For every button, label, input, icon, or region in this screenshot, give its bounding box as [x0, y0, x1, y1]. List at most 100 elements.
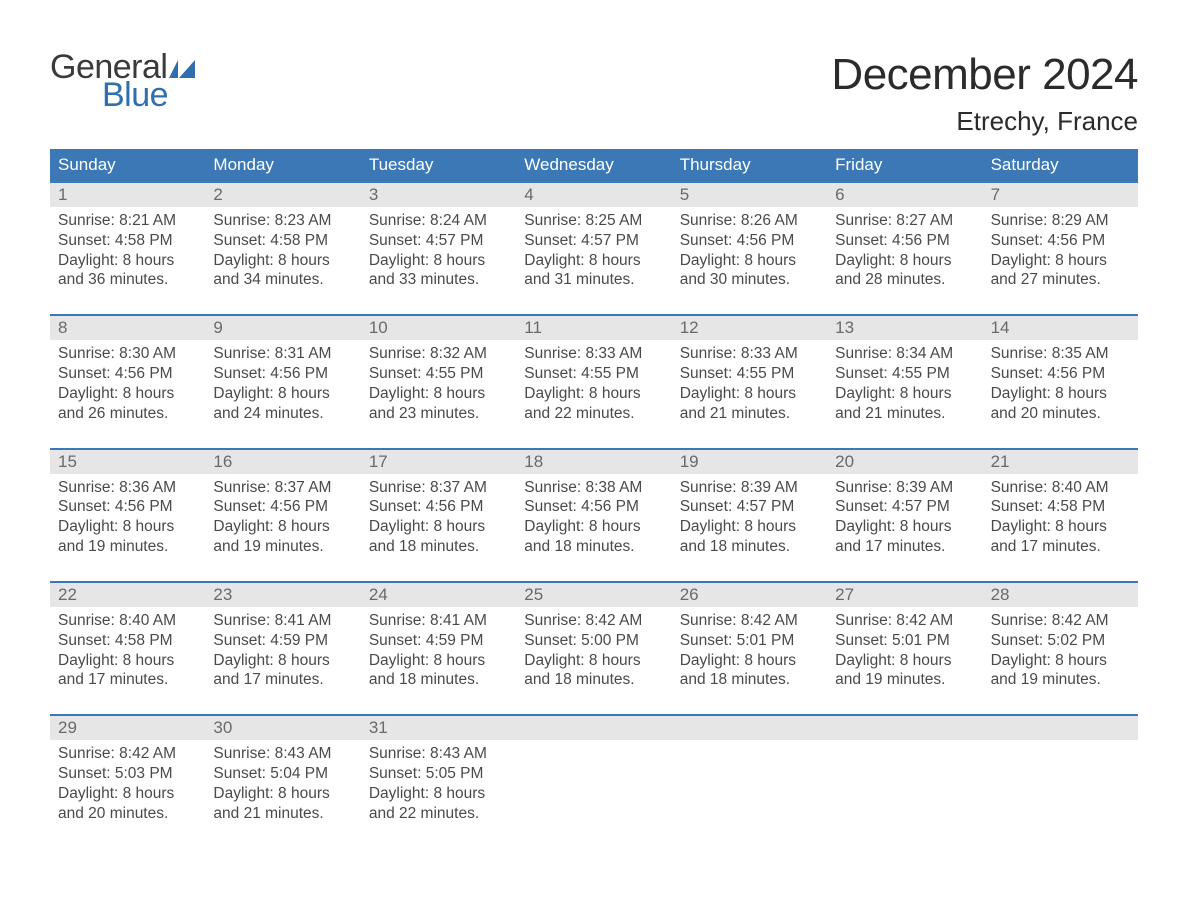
day-header: Sunday: [50, 149, 205, 181]
day-body: Sunrise: 8:33 AMSunset: 4:55 PMDaylight:…: [516, 340, 671, 423]
day-sunset: Sunset: 4:56 PM: [835, 231, 974, 251]
day-sunrise: Sunrise: 8:37 AM: [369, 478, 508, 498]
day-cell: 17Sunrise: 8:37 AMSunset: 4:56 PMDayligh…: [361, 450, 516, 563]
day-cell: 1 Sunrise: 8:21 AMSunset: 4:58 PMDaylight…: [50, 183, 205, 296]
day-body: Sunrise: 8:43 AMSunset: 5:05 PMDaylight:…: [361, 740, 516, 823]
day-number: 6: [827, 183, 982, 207]
day-sunrise: Sunrise: 8:41 AM: [369, 611, 508, 631]
day-cell: 9Sunrise: 8:31 AMSunset: 4:56 PMDaylight…: [205, 316, 360, 429]
day-body: Sunrise: 8:40 AMSunset: 4:58 PMDaylight:…: [983, 474, 1138, 557]
title-block: December 2024 Etrechy, France: [831, 50, 1138, 137]
day-sunset: Sunset: 4:59 PM: [369, 631, 508, 651]
day-body: Sunrise: 8:25 AMSunset: 4:57 PMDaylight:…: [516, 207, 671, 290]
day-dl2: and 22 minutes.: [369, 804, 508, 824]
day-sunrise: Sunrise: 8:34 AM: [835, 344, 974, 364]
day-dl1: Daylight: 8 hours: [680, 517, 819, 537]
day-body: Sunrise: 8:31 AMSunset: 4:56 PMDaylight:…: [205, 340, 360, 423]
day-cell: 25Sunrise: 8:42 AMSunset: 5:00 PMDayligh…: [516, 583, 671, 696]
day-sunrise: Sunrise: 8:40 AM: [991, 478, 1130, 498]
day-body: Sunrise: 8:35 AMSunset: 4:56 PMDaylight:…: [983, 340, 1138, 423]
day-dl1: Daylight: 8 hours: [680, 251, 819, 271]
day-dl1: Daylight: 8 hours: [991, 651, 1130, 671]
day-sunset: Sunset: 4:55 PM: [680, 364, 819, 384]
day-dl1: Daylight: 8 hours: [58, 517, 197, 537]
day-cell: 22Sunrise: 8:40 AMSunset: 4:58 PMDayligh…: [50, 583, 205, 696]
day-number: 19: [672, 450, 827, 474]
day-dl2: and 19 minutes.: [58, 537, 197, 557]
day-sunset: Sunset: 5:01 PM: [680, 631, 819, 651]
day-number: [983, 716, 1138, 740]
day-number: 16: [205, 450, 360, 474]
day-body: Sunrise: 8:27 AMSunset: 4:56 PMDaylight:…: [827, 207, 982, 290]
day-body: Sunrise: 8:42 AMSunset: 5:01 PMDaylight:…: [827, 607, 982, 690]
day-number: 30: [205, 716, 360, 740]
day-body: Sunrise: 8:38 AMSunset: 4:56 PMDaylight:…: [516, 474, 671, 557]
day-cell: 19Sunrise: 8:39 AMSunset: 4:57 PMDayligh…: [672, 450, 827, 563]
day-sunset: Sunset: 4:56 PM: [680, 231, 819, 251]
day-header: Thursday: [672, 149, 827, 181]
day-number: 18: [516, 450, 671, 474]
day-sunrise: Sunrise: 8:40 AM: [58, 611, 197, 631]
day-sunrise: Sunrise: 8:42 AM: [58, 744, 197, 764]
day-number: 10: [361, 316, 516, 340]
day-cell: 11Sunrise: 8:33 AMSunset: 4:55 PMDayligh…: [516, 316, 671, 429]
day-dl1: Daylight: 8 hours: [58, 384, 197, 404]
day-number: 3: [361, 183, 516, 207]
day-dl1: Daylight: 8 hours: [835, 651, 974, 671]
day-dl1: Daylight: 8 hours: [58, 251, 197, 271]
day-sunrise: Sunrise: 8:41 AM: [213, 611, 352, 631]
day-sunrise: Sunrise: 8:24 AM: [369, 211, 508, 231]
day-sunrise: Sunrise: 8:38 AM: [524, 478, 663, 498]
day-sunrise: Sunrise: 8:33 AM: [524, 344, 663, 364]
day-sunset: Sunset: 4:57 PM: [369, 231, 508, 251]
day-cell: 4Sunrise: 8:25 AMSunset: 4:57 PMDaylight…: [516, 183, 671, 296]
day-header: Monday: [205, 149, 360, 181]
day-cell: 31Sunrise: 8:43 AMSunset: 5:05 PMDayligh…: [361, 716, 516, 829]
day-number: 26: [672, 583, 827, 607]
day-cell: 24Sunrise: 8:41 AMSunset: 4:59 PMDayligh…: [361, 583, 516, 696]
day-header: Tuesday: [361, 149, 516, 181]
day-dl2: and 17 minutes.: [835, 537, 974, 557]
day-sunrise: Sunrise: 8:29 AM: [991, 211, 1130, 231]
day-sunset: Sunset: 4:58 PM: [58, 231, 197, 251]
day-body: Sunrise: 8:43 AMSunset: 5:04 PMDaylight:…: [205, 740, 360, 823]
day-body: Sunrise: 8:36 AMSunset: 4:56 PMDaylight:…: [50, 474, 205, 557]
day-body: Sunrise: 8:26 AMSunset: 4:56 PMDaylight:…: [672, 207, 827, 290]
day-number: 22: [50, 583, 205, 607]
day-sunrise: Sunrise: 8:36 AM: [58, 478, 197, 498]
day-sunset: Sunset: 4:58 PM: [991, 497, 1130, 517]
day-sunset: Sunset: 4:56 PM: [991, 364, 1130, 384]
day-number: 5: [672, 183, 827, 207]
day-sunrise: Sunrise: 8:21 AM: [58, 211, 197, 231]
day-dl2: and 17 minutes.: [213, 670, 352, 690]
day-body: Sunrise: 8:23 AMSunset: 4:58 PMDaylight:…: [205, 207, 360, 290]
day-number: 12: [672, 316, 827, 340]
day-dl2: and 17 minutes.: [991, 537, 1130, 557]
day-header: Wednesday: [516, 149, 671, 181]
day-number: [516, 716, 671, 740]
day-dl1: Daylight: 8 hours: [369, 251, 508, 271]
day-header-row: SundayMondayTuesdayWednesdayThursdayFrid…: [50, 149, 1138, 181]
day-number: 7: [983, 183, 1138, 207]
day-body: Sunrise: 8:41 AMSunset: 4:59 PMDaylight:…: [205, 607, 360, 690]
day-dl2: and 19 minutes.: [835, 670, 974, 690]
day-body: Sunrise: 8:24 AMSunset: 4:57 PMDaylight:…: [361, 207, 516, 290]
day-body: Sunrise: 8:39 AMSunset: 4:57 PMDaylight:…: [827, 474, 982, 557]
day-number: 31: [361, 716, 516, 740]
day-number: 1: [50, 183, 205, 207]
day-dl1: Daylight: 8 hours: [524, 251, 663, 271]
day-number: 21: [983, 450, 1138, 474]
day-dl2: and 30 minutes.: [680, 270, 819, 290]
day-cell: 26Sunrise: 8:42 AMSunset: 5:01 PMDayligh…: [672, 583, 827, 696]
day-cell: 18Sunrise: 8:38 AMSunset: 4:56 PMDayligh…: [516, 450, 671, 563]
day-dl1: Daylight: 8 hours: [213, 384, 352, 404]
day-sunset: Sunset: 5:01 PM: [835, 631, 974, 651]
day-sunrise: Sunrise: 8:42 AM: [524, 611, 663, 631]
day-sunset: Sunset: 5:02 PM: [991, 631, 1130, 651]
day-sunset: Sunset: 4:59 PM: [213, 631, 352, 651]
day-sunrise: Sunrise: 8:27 AM: [835, 211, 974, 231]
day-sunrise: Sunrise: 8:42 AM: [991, 611, 1130, 631]
day-dl2: and 18 minutes.: [369, 537, 508, 557]
day-number: 28: [983, 583, 1138, 607]
day-body: Sunrise: 8:37 AMSunset: 4:56 PMDaylight:…: [361, 474, 516, 557]
